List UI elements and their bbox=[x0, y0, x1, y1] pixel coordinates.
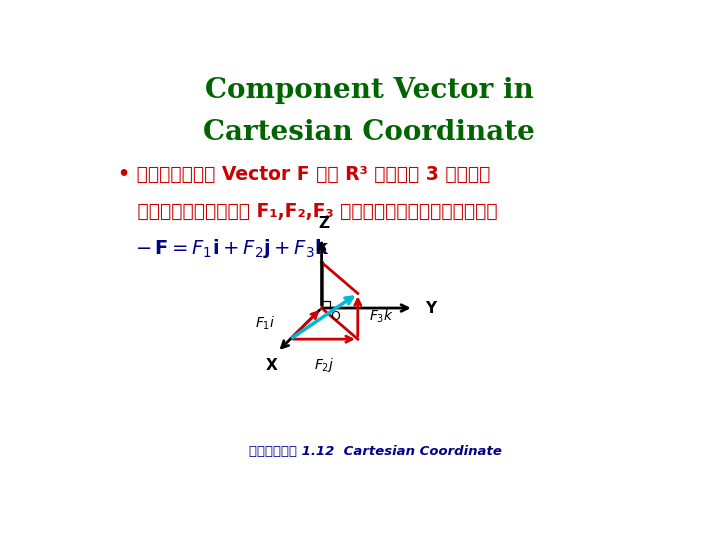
Text: Cartesian Coordinate: Cartesian Coordinate bbox=[203, 119, 535, 146]
Text: Component Vector in: Component Vector in bbox=[204, 77, 534, 104]
Text: $F_3\mathit{k}$: $F_3\mathit{k}$ bbox=[369, 308, 394, 325]
Text: $\mathit{-\,\mathbf{F} = F_1\mathbf{i} + F_2\mathbf{j}+F_3\mathbf{k}}$: $\mathit{-\,\mathbf{F} = F_1\mathbf{i} +… bbox=[135, 238, 329, 260]
Text: $F_1\mathit{i}$: $F_1\mathit{i}$ bbox=[255, 315, 275, 332]
Text: • พิจารณา Vector F ใน R³ หรือ 3 มิติ: • พิจารณา Vector F ใน R³ หรือ 3 มิติ bbox=[118, 165, 490, 184]
Text: X: X bbox=[266, 358, 278, 373]
Text: รูปที่ 1.12  Cartesian Coordinate: รูปที่ 1.12 Cartesian Coordinate bbox=[249, 445, 502, 458]
Text: Y: Y bbox=[425, 301, 436, 315]
Text: ประกอบด้วย F₁,F₂,F₃ เราสามารถเขียน: ประกอบด้วย F₁,F₂,F₃ เราสามารถเขียน bbox=[118, 202, 498, 221]
Text: Z: Z bbox=[319, 216, 330, 231]
Text: O: O bbox=[330, 310, 340, 323]
Text: $F_2\mathit{j}$: $F_2\mathit{j}$ bbox=[314, 356, 334, 374]
